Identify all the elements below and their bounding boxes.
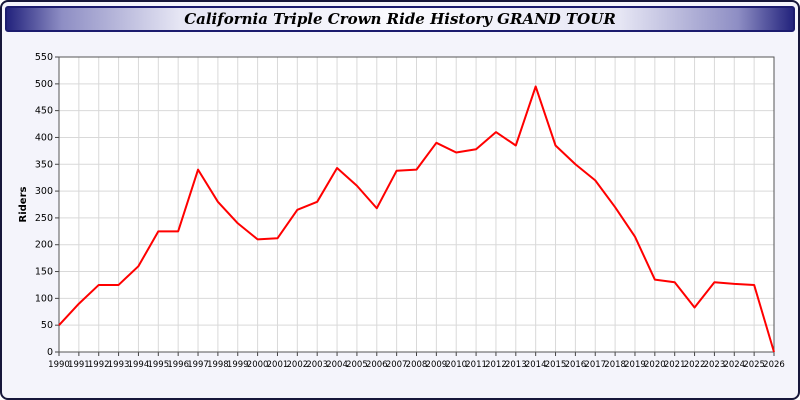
y-tick-label: 300 — [35, 186, 53, 197]
x-tick-label: 1991 — [68, 360, 90, 370]
y-tick-label: 0 — [47, 347, 53, 358]
x-tick-label: 2020 — [644, 360, 666, 370]
x-tick-label: 2016 — [565, 360, 587, 370]
x-tick-label: 1990 — [48, 360, 70, 370]
line-chart: 0501001502002503003504004505005501990199… — [18, 52, 785, 370]
x-tick-label: 2003 — [306, 360, 328, 370]
x-tick-label: 2023 — [704, 360, 726, 370]
y-tick-label: 200 — [35, 240, 53, 251]
x-tick-label: 2010 — [445, 360, 467, 370]
x-tick-label: 2019 — [624, 360, 646, 370]
riders-data-line — [58, 85, 775, 353]
x-tick-label: 2001 — [267, 360, 289, 370]
y-tick-label: 500 — [35, 79, 53, 90]
x-tick-label: 2000 — [247, 360, 269, 370]
x-tick-label: 2015 — [545, 360, 567, 370]
x-tick-label: 1997 — [187, 360, 209, 370]
y-tick-label: 550 — [35, 52, 53, 63]
plot-border — [58, 56, 775, 353]
chart-title-bar: California Triple Crown Ride History GRA… — [5, 6, 795, 32]
x-tick-label: 2006 — [366, 360, 388, 370]
y-tick-label: 150 — [35, 267, 53, 278]
y-tick-label: 350 — [35, 159, 53, 170]
x-tick-label: 1996 — [167, 360, 189, 370]
x-tick-label: 2017 — [584, 360, 606, 370]
x-tick-label: 1992 — [88, 360, 110, 370]
x-tick-label: 2026 — [763, 360, 785, 370]
y-tick-label: 100 — [35, 293, 53, 304]
x-tick-label: 1993 — [108, 360, 130, 370]
x-tick-label: 2024 — [723, 360, 745, 370]
x-tick-label: 2013 — [505, 360, 527, 370]
y-tick-label: 50 — [41, 320, 53, 331]
y-tick-label: 450 — [35, 106, 53, 117]
y-tick-label: 250 — [35, 213, 53, 224]
x-tick-label: 2009 — [426, 360, 448, 370]
x-tick-label: 2014 — [525, 360, 547, 370]
x-tick-label: 2011 — [465, 360, 487, 370]
x-tick-label: 2008 — [406, 360, 428, 370]
x-tick-label: 2004 — [326, 360, 348, 370]
x-tick-label: 2025 — [743, 360, 765, 370]
y-axis-label: Riders — [18, 186, 29, 222]
x-tick-label: 1998 — [207, 360, 229, 370]
chart-title: California Triple Crown Ride History GRA… — [184, 10, 616, 28]
x-tick-label: 2005 — [346, 360, 368, 370]
x-tick-label: 1994 — [128, 360, 150, 370]
x-tick-label: 2007 — [386, 360, 408, 370]
x-tick-label: 2002 — [287, 360, 309, 370]
x-tick-label: 2021 — [664, 360, 686, 370]
x-tick-label: 2012 — [485, 360, 507, 370]
y-tick-label: 400 — [35, 132, 53, 143]
x-tick-label: 2022 — [684, 360, 706, 370]
x-tick-label: 2018 — [604, 360, 626, 370]
x-tick-label: 1999 — [227, 360, 249, 370]
x-tick-label: 1995 — [147, 360, 169, 370]
